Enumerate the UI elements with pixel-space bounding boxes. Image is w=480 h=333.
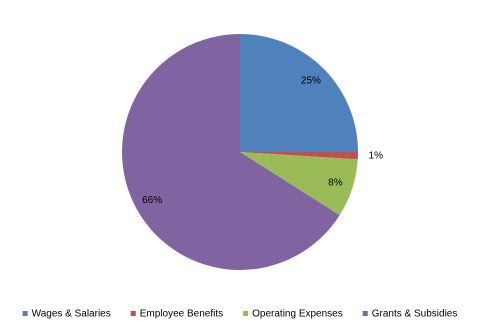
legend-label: Employee Benefits: [140, 309, 223, 320]
legend-swatch: [130, 311, 136, 316]
legend-label: Operating Expenses: [252, 309, 343, 320]
legend-swatch: [22, 311, 28, 316]
data-label: 25%: [301, 76, 321, 87]
data-label: 1%: [369, 151, 384, 162]
pie-slice: [240, 34, 358, 152]
legend-swatch: [362, 311, 368, 316]
pie-slice: [122, 34, 340, 270]
legend-label: Grants & Subsidies: [372, 309, 458, 320]
data-label: 8%: [328, 178, 343, 189]
legend-label: Wages & Salaries: [32, 309, 111, 320]
pie-slice: [240, 152, 358, 160]
pie-slice: [240, 152, 358, 216]
legend-swatch: [243, 311, 249, 316]
data-label: 66%: [142, 195, 162, 206]
